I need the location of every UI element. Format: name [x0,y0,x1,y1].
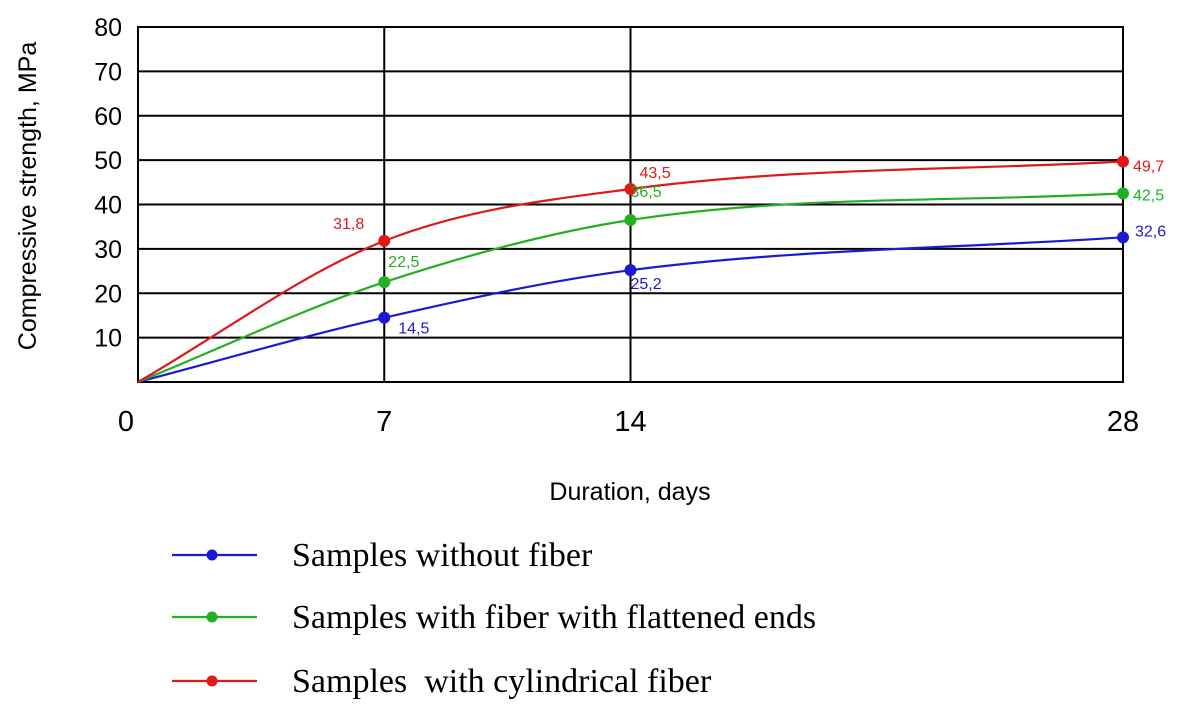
x-tick-label: 28 [1107,406,1139,438]
x-tick-label: 7 [376,406,392,438]
series-flattened-ends-line [137,192,1124,384]
series-flattened-ends-data-label: 36,5 [631,184,662,201]
series-without-fiber-point [378,311,391,324]
series-flattened-ends-point [624,214,637,227]
plot-border [137,26,1124,383]
y-tick-labels: 10 20 30 40 50 60 70 80 [94,14,122,353]
series-cylindrical-data-label: 31,8 [333,216,364,233]
series-cylindrical-data-label: 49,7 [1133,158,1164,175]
series-cylindrical-point [1117,155,1129,168]
series-flattened-ends-point [1117,187,1129,200]
series-cylindrical-data-label: 43,5 [640,165,671,182]
legend: Samples without fiber Samples with fiber … [172,537,816,700]
series-lines [137,160,1124,384]
y-tick-label: 80 [94,14,122,42]
series-without-fiber-data-label: 14,5 [398,321,429,338]
x-tick-label: 14 [614,406,646,438]
series-flattened-ends-point [378,276,391,289]
y-tick-label: 70 [94,58,122,86]
series-without-fiber-point [624,264,637,277]
series-without-fiber-data-label: 32,6 [1135,223,1166,240]
series-points [378,155,1129,324]
grid [138,26,1123,382]
legend-marker-without-fiber [206,549,218,561]
data-labels: 14,5 25,2 32,6 22,5 36,5 42,5 31,8 43,5 49,7 [333,158,1166,337]
series-cylindrical-point [378,234,391,247]
y-tick-label: 20 [94,280,122,308]
series-cylindrical-line [137,160,1124,383]
plot-frame [137,26,1124,383]
y-axis-label: Compressive strength, MPa [14,42,42,351]
series-cylindrical-point [624,182,637,195]
y-tick-label: 30 [94,236,122,264]
legend-label-without-fiber: Samples without fiber [292,537,593,574]
legend-label-flattened-ends: Samples with fiber with flattened ends [292,599,816,636]
y-tick-label: 50 [94,147,122,175]
series-flattened-ends-data-label: 42,5 [1133,187,1164,204]
y-tick-label: 40 [94,192,122,220]
y-tick-label: 60 [94,103,122,131]
x-tick-label: 0 [118,406,134,438]
series-flattened-ends-data-label: 22,5 [388,254,419,271]
x-axis-label: Duration, days [549,478,710,506]
series-without-fiber-line [137,236,1124,384]
series-without-fiber-point [1117,231,1129,244]
series-without-fiber-data-label: 25,2 [631,276,662,293]
legend-marker-cylindrical [206,675,218,687]
y-tick-label: 10 [94,325,122,353]
legend-marker-flattened-ends [206,611,218,623]
x-tick-labels: 0 7 14 28 [118,406,1139,438]
legend-label-cylindrical: Samples with cylindrical fiber [292,663,712,700]
